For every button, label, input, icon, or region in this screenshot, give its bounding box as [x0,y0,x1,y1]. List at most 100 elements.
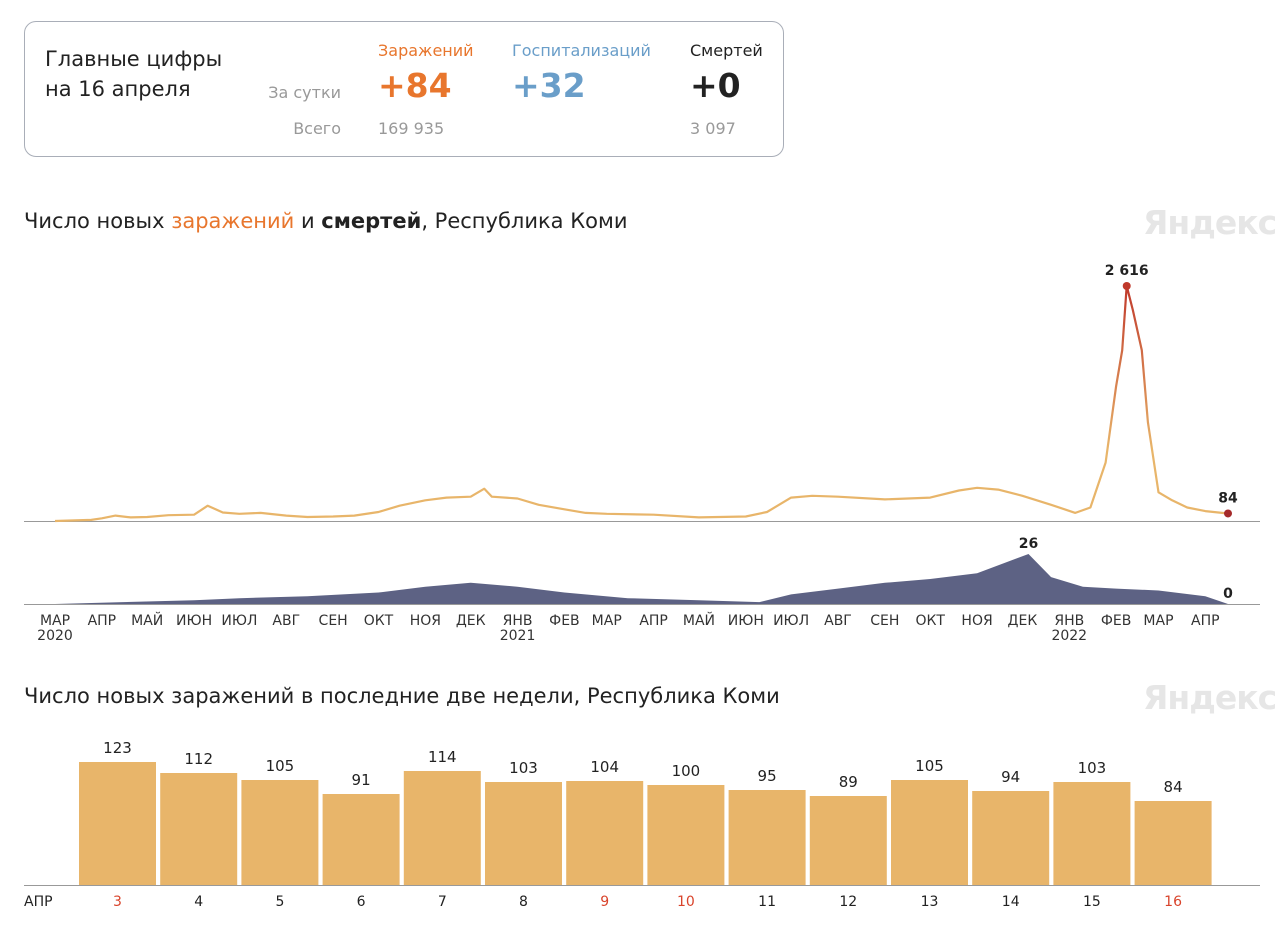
x-tick-month: АПР [88,613,117,629]
bar-category-label: 10 [677,894,695,910]
infections-line [54,284,1229,523]
bar-category-label: 3 [113,894,122,910]
x-tick-month: АПР [1191,613,1220,629]
bar-value-label: 114 [428,748,457,766]
x-tick-year: 2021 [500,628,536,644]
bar-value-label: 95 [758,767,777,785]
x-tick-month: ИЮН [176,613,212,629]
bar-value-label: 104 [590,758,619,776]
bar-x-prefix: АПР [24,894,53,910]
infections-total: 169 935 [378,119,445,138]
summary-title-line1: Главные цифры [45,47,223,71]
x-tick-month: МАЙ [683,611,715,629]
bar-category-label: 7 [438,894,447,910]
infections-peak-marker [1122,282,1131,290]
x-tick-month: АВГ [272,613,300,629]
bar-value-label: 123 [103,739,132,757]
bar-category-label: 13 [921,894,939,910]
x-tick-month: ДЕК [1008,613,1038,629]
deaths-peak-label: 26 [1019,536,1038,552]
bar [79,762,156,885]
x-tick-month: ИЮЛ [773,613,809,629]
row-label-total: Всего [293,119,341,138]
x-tick-month: ОКТ [364,613,394,629]
summary-card: Главные цифры на 16 апреля За сутки Всег… [24,21,784,157]
summary-title: Главные цифры на 16 апреля [45,44,222,104]
yandex-watermark-2: Яндекс [1143,678,1277,717]
infections-peak-label: 2 616 [1105,263,1149,279]
bar-category-label: 15 [1083,894,1101,910]
bar-value-label: 91 [352,771,371,789]
chart1-title-part2: и [294,209,322,233]
x-tick-month: МАР [40,613,70,629]
x-tick-month: СЕН [870,613,899,629]
bar-value-label: 94 [1001,768,1020,786]
hospitalizations-label: Госпитализаций [512,41,651,60]
x-tick-month: АВГ [824,613,852,629]
bar [1053,782,1131,885]
x-tick-month: ФЕВ [1101,613,1132,629]
x-tick-month: ОКТ [915,613,945,629]
two-week-bar-chart: 123 3 112 4 105 5 91 6 114 7 103 8 104 9 100 10 95 11 89 12… [24,739,1260,910]
bar-category-label: 5 [275,894,284,910]
deaths-last-label: 0 [1223,586,1233,602]
deaths-daily: +0 [690,66,741,105]
bar [647,785,725,885]
x-tick-year: 2022 [1051,628,1087,644]
bar-value-label: 103 [1078,759,1107,777]
bar [160,773,238,885]
x-tick-month: ИЮН [728,613,764,629]
bar-value-label: 112 [184,750,213,768]
bar-value-label: 89 [839,773,858,791]
bar-category-label: 6 [357,894,366,910]
x-tick-month: АПР [639,613,668,629]
x-tick-month: ЯНВ [503,613,533,629]
x-tick-month: ИЮЛ [221,613,257,629]
x-tick-month: НОЯ [961,613,992,629]
x-tick-year: 2020 [37,628,73,644]
bar [322,794,400,885]
x-tick-month: ФЕВ [549,613,580,629]
bar [1134,801,1212,885]
chart2-title: Число новых заражений в последние две не… [24,684,780,708]
bar-category-label: 9 [600,894,609,910]
infections-daily: +84 [378,66,452,105]
deaths-area [55,554,1228,604]
x-tick-month: НОЯ [410,613,441,629]
x-tick-month: МАР [592,613,622,629]
x-tick-month: МАЙ [131,611,163,629]
chart1-title-part3: , Республика Коми [421,209,628,233]
x-tick-month: СЕН [319,613,348,629]
bar [728,790,806,885]
x-tick-month: МАР [1143,613,1173,629]
yandex-watermark-1: Яндекс [1143,203,1277,242]
bar-value-label: 100 [672,762,701,780]
infections-last-marker [1224,509,1232,518]
summary-title-line2: на 16 апреля [45,77,191,101]
bar [972,791,1050,885]
bar-value-label: 105 [266,757,295,775]
bar-category-label: 14 [1002,894,1020,910]
bar-category-label: 4 [194,894,203,910]
chart1-title-part1: Число новых [24,209,172,233]
infections-last-label: 84 [1218,490,1238,506]
bar-category-label: 16 [1164,894,1182,910]
deaths-label: Смертей [690,41,763,60]
chart1-title-infections: заражений [171,209,295,233]
bar [241,780,319,885]
bar [891,780,968,885]
deaths-total: 3 097 [690,119,736,138]
x-tick-month: ДЕК [456,613,486,629]
bar [485,782,562,885]
chart1-title-deaths: смертей [321,209,422,233]
bar [566,781,644,885]
chart1-title: Число новых заражений и смертей, Республ… [24,209,627,233]
bar [403,771,481,885]
hospitalizations-daily: +32 [512,66,586,105]
bar-value-label: 84 [1164,778,1183,796]
bar-category-label: 12 [839,894,857,910]
x-tick-month: ЯНВ [1054,613,1084,629]
infections-label: Заражений [378,41,474,60]
bar-category-label: 11 [758,894,776,910]
